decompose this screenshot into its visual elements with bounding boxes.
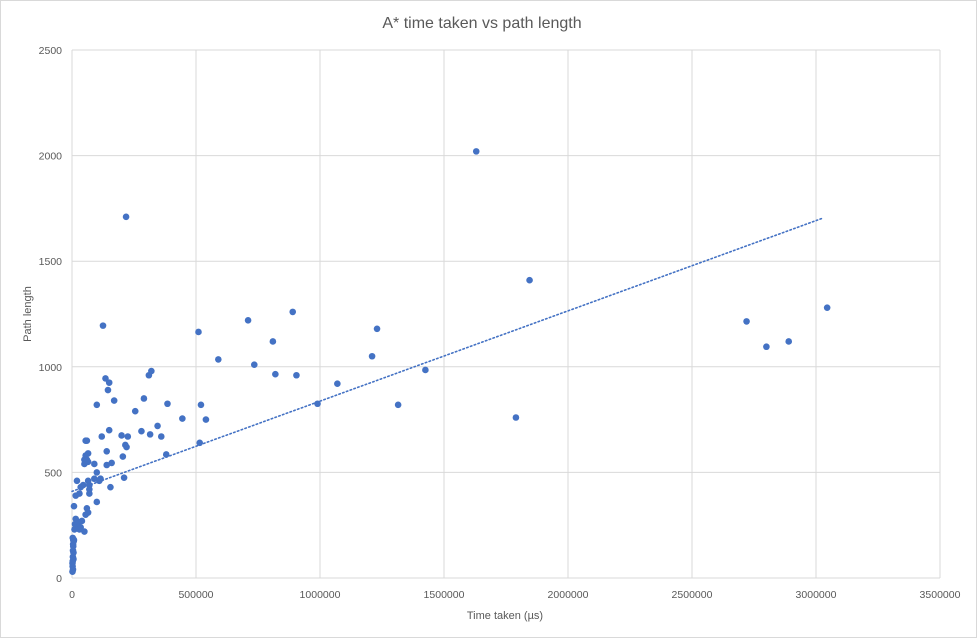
data-point [99,322,107,329]
data-point [293,371,300,379]
y-tick-label: 2500 [39,45,63,57]
data-point [743,318,750,325]
data-point [763,343,770,351]
x-tick-label: 500000 [178,589,213,601]
y-axis-title: Path length [22,286,34,342]
data-point [103,461,111,469]
data-point [512,414,520,421]
x-tick-label: 2000000 [548,589,589,601]
data-point [368,352,376,360]
data-point [179,415,186,422]
data-point [314,400,321,408]
data-point [526,276,533,284]
data-point [73,477,81,485]
x-tick-label: 3000000 [796,589,837,601]
chart-title: A* time taken vs path length [382,15,581,32]
data-point [202,416,210,423]
data-point [103,447,111,455]
y-tick-label: 1500 [39,256,63,268]
data-point [97,475,104,483]
data-point [334,380,341,387]
data-point [272,370,279,378]
data-point [373,325,381,333]
data-point [77,524,84,531]
x-tick-label: 3500000 [920,589,961,601]
data-point [118,432,125,439]
data-point [69,566,77,573]
x-tick-label: 0 [69,589,75,601]
x-tick-label: 2500000 [672,589,713,601]
data-point [102,375,109,382]
data-point [124,433,132,440]
data-point [83,437,91,445]
data-point [131,407,139,415]
data-point [84,458,92,466]
data-point [785,338,793,345]
data-point [69,543,77,550]
data-points [69,148,831,575]
data-point [162,451,170,458]
data-point [146,431,154,438]
data-point [98,433,106,440]
data-point [93,498,101,506]
data-point [79,481,87,489]
trendline-group [71,217,825,493]
data-point [196,439,204,447]
data-point [86,490,93,497]
data-point [472,148,480,155]
data-point [81,528,88,535]
x-axis-title: Time taken (µs) [467,610,543,622]
data-point [122,213,130,221]
data-point [157,433,165,440]
data-point [164,400,171,408]
data-point [289,308,297,316]
data-point [70,536,78,544]
y-tick-label: 0 [56,573,62,585]
data-point [148,367,155,375]
tick-labels: 0 500 1000 1500 2000 2500 0 500000 1000000 150000… [39,45,961,601]
data-point [154,422,161,430]
data-point [104,386,112,394]
data-point [76,490,83,497]
data-point [269,338,277,345]
y-tick-label: 500 [44,467,62,479]
data-point [250,361,258,368]
data-point [108,459,115,467]
data-point [215,356,222,363]
data-point [422,366,429,374]
data-point [197,401,205,409]
data-point [110,397,118,404]
y-tick-label: 2000 [39,151,63,163]
gridlines [71,49,941,579]
data-point [84,450,92,457]
data-point [93,469,101,476]
data-point [86,481,93,489]
data-point [138,427,145,435]
trendline [71,217,825,493]
data-point [244,317,252,324]
data-point [70,555,77,563]
data-point [84,509,92,516]
data-point [140,395,148,402]
data-point [91,475,98,483]
y-tick-label: 1000 [39,362,63,374]
data-point [70,549,77,556]
data-point [195,328,202,336]
data-point [78,517,86,525]
data-point [119,453,127,460]
data-point [105,426,113,434]
data-point [394,401,402,409]
data-point [823,304,831,311]
data-point [93,401,101,409]
data-point [107,483,114,491]
data-point [70,502,78,510]
data-point [91,460,98,468]
x-tick-label: 1500000 [424,589,465,601]
data-point [105,379,113,386]
x-tick-label: 1000000 [300,589,341,601]
data-point [120,474,128,481]
data-point [123,443,130,451]
